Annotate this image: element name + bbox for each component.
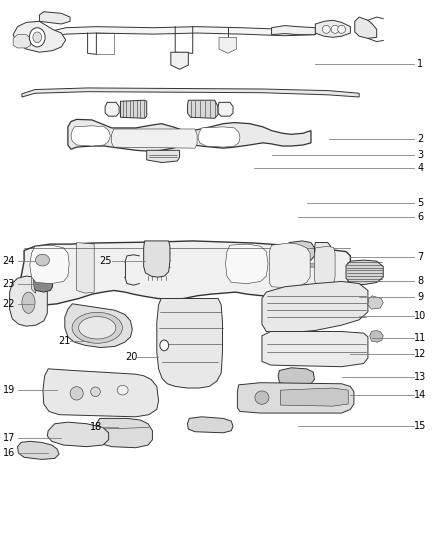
Ellipse shape	[79, 317, 116, 339]
Polygon shape	[314, 246, 335, 285]
Polygon shape	[218, 102, 233, 116]
Text: 12: 12	[414, 350, 427, 359]
Polygon shape	[346, 260, 383, 285]
Polygon shape	[43, 369, 159, 417]
Polygon shape	[13, 35, 31, 48]
Polygon shape	[157, 298, 223, 388]
Text: 20: 20	[125, 352, 138, 362]
Polygon shape	[71, 126, 110, 146]
Polygon shape	[187, 100, 218, 118]
Polygon shape	[278, 368, 314, 385]
Text: 10: 10	[414, 311, 427, 320]
Text: 14: 14	[414, 391, 427, 400]
Text: 5: 5	[417, 198, 424, 207]
Polygon shape	[120, 100, 147, 118]
Text: 25: 25	[99, 256, 111, 266]
Polygon shape	[288, 241, 314, 261]
Polygon shape	[187, 417, 233, 433]
Circle shape	[160, 340, 169, 351]
Polygon shape	[65, 304, 132, 348]
Text: 4: 4	[417, 163, 424, 173]
Ellipse shape	[91, 387, 100, 397]
Text: 24: 24	[3, 256, 15, 266]
Circle shape	[33, 32, 42, 43]
Polygon shape	[147, 150, 180, 163]
Ellipse shape	[35, 254, 49, 266]
Text: 9: 9	[417, 293, 424, 302]
Text: 3: 3	[417, 150, 424, 159]
Text: 21: 21	[59, 336, 71, 346]
Text: 8: 8	[417, 277, 424, 286]
Ellipse shape	[72, 312, 123, 343]
Text: 11: 11	[414, 334, 427, 343]
Text: 18: 18	[90, 423, 102, 432]
Ellipse shape	[70, 387, 83, 400]
Ellipse shape	[255, 391, 269, 404]
Ellipse shape	[117, 385, 128, 395]
Polygon shape	[219, 37, 237, 53]
Polygon shape	[68, 119, 311, 151]
Polygon shape	[105, 102, 119, 116]
Polygon shape	[237, 383, 354, 413]
Text: 22: 22	[3, 299, 15, 309]
Circle shape	[29, 28, 45, 47]
Polygon shape	[262, 281, 368, 333]
Text: 15: 15	[414, 422, 427, 431]
Text: 7: 7	[417, 252, 424, 262]
Polygon shape	[10, 276, 47, 326]
Text: 16: 16	[3, 448, 15, 458]
Polygon shape	[33, 271, 53, 292]
Polygon shape	[314, 243, 331, 261]
Polygon shape	[272, 26, 315, 35]
Polygon shape	[315, 20, 350, 37]
Polygon shape	[18, 441, 59, 459]
Polygon shape	[355, 17, 377, 38]
Polygon shape	[30, 245, 69, 284]
Polygon shape	[112, 129, 197, 148]
Text: 1: 1	[417, 59, 424, 69]
Polygon shape	[370, 330, 383, 342]
Polygon shape	[262, 332, 368, 367]
Polygon shape	[226, 244, 268, 284]
Text: 17: 17	[3, 433, 15, 443]
Text: 2: 2	[417, 134, 424, 143]
Ellipse shape	[331, 25, 339, 33]
Polygon shape	[53, 27, 315, 37]
Polygon shape	[198, 127, 240, 147]
Polygon shape	[13, 21, 66, 52]
Ellipse shape	[322, 25, 330, 33]
Polygon shape	[280, 388, 348, 406]
Text: 23: 23	[3, 279, 15, 288]
Ellipse shape	[22, 292, 35, 313]
Polygon shape	[39, 12, 70, 24]
Polygon shape	[171, 52, 188, 69]
Ellipse shape	[338, 25, 346, 33]
Text: 13: 13	[414, 373, 427, 382]
Polygon shape	[32, 252, 53, 269]
Polygon shape	[144, 241, 170, 277]
Polygon shape	[269, 243, 310, 288]
Polygon shape	[20, 241, 350, 306]
Polygon shape	[77, 243, 94, 293]
Polygon shape	[32, 272, 36, 293]
Polygon shape	[22, 88, 359, 97]
Polygon shape	[94, 418, 152, 448]
Polygon shape	[368, 296, 383, 309]
Polygon shape	[47, 422, 109, 447]
Text: 6: 6	[417, 213, 424, 222]
Polygon shape	[289, 263, 334, 268]
Text: 19: 19	[3, 385, 15, 395]
